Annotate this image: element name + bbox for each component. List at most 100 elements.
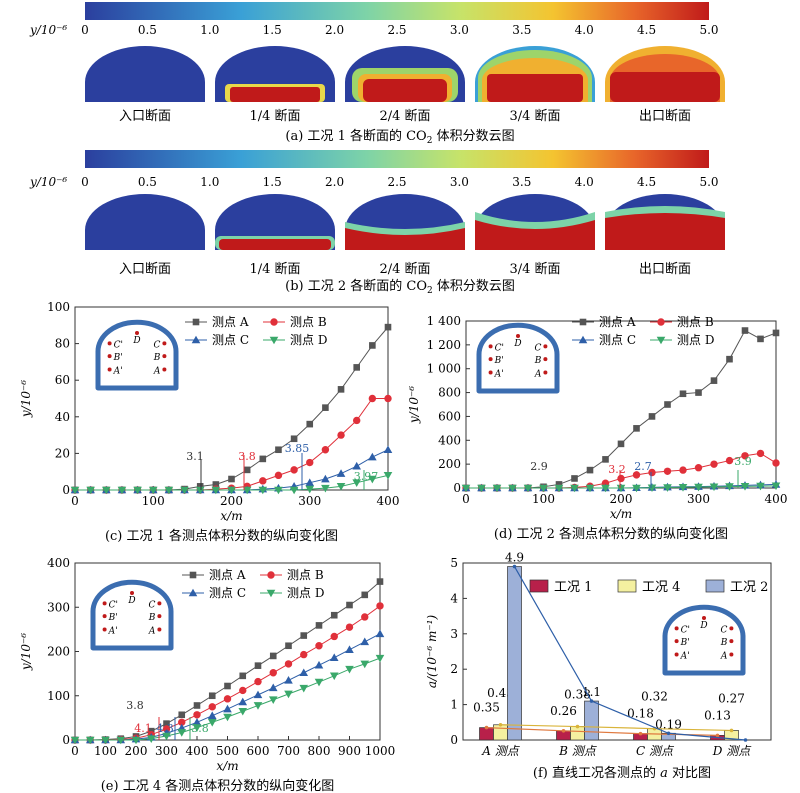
x-tick-label: 100 <box>142 494 165 508</box>
marker-circle <box>290 466 298 474</box>
marker-circle <box>337 431 345 439</box>
inset-point <box>488 357 493 362</box>
annotation: 3.97 <box>354 470 379 483</box>
marker-triangle-down <box>771 482 781 491</box>
y-tick-label: 80 <box>55 337 70 351</box>
marker-triangle-up <box>284 675 293 684</box>
inset-point <box>488 370 493 375</box>
bar-value-label: 4.9 <box>505 551 524 565</box>
marker-square <box>353 364 360 371</box>
section-b-4 <box>475 194 595 250</box>
legend-label: 工况 2 <box>730 580 768 595</box>
marker-triangle-up <box>238 697 248 706</box>
marker-circle <box>694 464 703 472</box>
x-axis-label: x/m <box>220 509 242 523</box>
marker-square <box>259 455 267 463</box>
marker-triangle-down <box>238 707 248 716</box>
marker-square <box>741 327 749 334</box>
legend-swatch <box>529 579 549 593</box>
colorbar-ticks-a: 0 0.5 1.0 1.5 2.0 2.5 3.0 3.5 4.0 4.5 5.0 <box>81 23 718 37</box>
section-label: 出口断面 <box>639 109 691 124</box>
bar <box>507 566 522 741</box>
bar-value-label: 0.35 <box>473 701 500 715</box>
x-tick-label: 700 <box>277 744 300 758</box>
marker-triangle-down <box>336 483 346 491</box>
x-tick-label: 400 <box>765 492 788 506</box>
tunnel-inset-lining <box>90 579 174 651</box>
marker-circle <box>679 466 687 474</box>
section-label: 出口断面 <box>639 262 691 277</box>
x-tick-label: 300 <box>298 494 321 508</box>
section-a-2 <box>215 46 335 102</box>
x-tick-label: 0 <box>462 492 470 506</box>
marker-triangle-down <box>523 484 533 493</box>
marker-square <box>189 571 197 579</box>
marker-circle <box>259 477 267 485</box>
legend-swatch <box>705 579 725 593</box>
marker-circle <box>361 613 369 621</box>
marker-triangle-up <box>188 588 198 597</box>
annotation: 3.9 <box>734 455 752 468</box>
marker-square <box>586 466 594 474</box>
bar <box>479 727 494 741</box>
trend-point <box>575 724 580 729</box>
section-label: 2/4 断面 <box>379 262 430 277</box>
section-label: 入口断面 <box>119 262 171 277</box>
bar <box>493 724 508 741</box>
annotation: 3.1 <box>186 450 204 463</box>
marker-triangle-up <box>314 660 324 669</box>
colorbar-tick-label: 1.5 <box>263 175 282 189</box>
x-tick-label: 0 <box>71 494 79 508</box>
tunnel-inset-lining <box>662 604 746 676</box>
section-b-5 <box>605 194 725 250</box>
marker-circle <box>315 642 323 650</box>
marker-triangle-up <box>578 335 588 344</box>
legend-label: 测点 B <box>290 315 327 329</box>
marker-triangle-down <box>461 484 471 493</box>
section-a-5 <box>605 46 725 102</box>
annotation: 2.9 <box>530 460 548 473</box>
y-tick-label: 1 000 <box>427 362 461 376</box>
legend-label: 工况 4 <box>642 580 680 595</box>
colorbar-tick-label: 3.5 <box>512 175 531 189</box>
inset-label: D <box>699 621 707 631</box>
panel-caption: (c) 工况 1 各测点体积分数的纵向变化图 <box>105 528 338 544</box>
section-a-1 <box>85 46 205 102</box>
inset-label: D <box>513 339 521 349</box>
inset-point <box>107 367 112 372</box>
inset-point <box>102 627 107 632</box>
inset-label: C <box>535 343 542 353</box>
inset-point <box>157 601 162 606</box>
marker-triangle-down <box>162 732 171 741</box>
annotation: 3.8 <box>238 450 256 463</box>
marker-circle <box>345 623 354 631</box>
marker-circle <box>632 471 641 479</box>
colorbar-tick-label: 0.5 <box>138 175 157 189</box>
y-tick-label: 400 <box>438 433 461 447</box>
trend-line <box>513 566 746 741</box>
marker-triangle-up <box>360 637 370 646</box>
y-tick-label: 0 <box>62 483 70 497</box>
annotation: 3.2 <box>608 463 626 476</box>
colorbar-label-a: y/10⁻⁶ <box>29 23 67 37</box>
colorbar-tick-label: 3.0 <box>450 175 469 189</box>
y-tick-label: 300 <box>47 600 70 614</box>
marker-circle <box>284 660 293 668</box>
marker-triangle-down <box>223 713 232 722</box>
marker-circle <box>162 725 171 733</box>
marker-circle <box>267 571 275 579</box>
trend-point <box>512 564 517 569</box>
marker-square <box>633 425 640 432</box>
marker-triangle-down <box>375 654 385 663</box>
marker-triangle-down <box>86 486 95 495</box>
inset-point <box>674 652 679 657</box>
x-tick-label: 500 <box>216 744 239 758</box>
marker-circle <box>376 602 384 610</box>
legend-swatch <box>617 579 637 593</box>
marker-triangle-down <box>756 482 765 491</box>
marker-square <box>376 578 384 585</box>
marker-circle <box>193 711 201 719</box>
annotation: 4.3 <box>156 722 174 735</box>
marker-triangle-down <box>709 483 719 492</box>
